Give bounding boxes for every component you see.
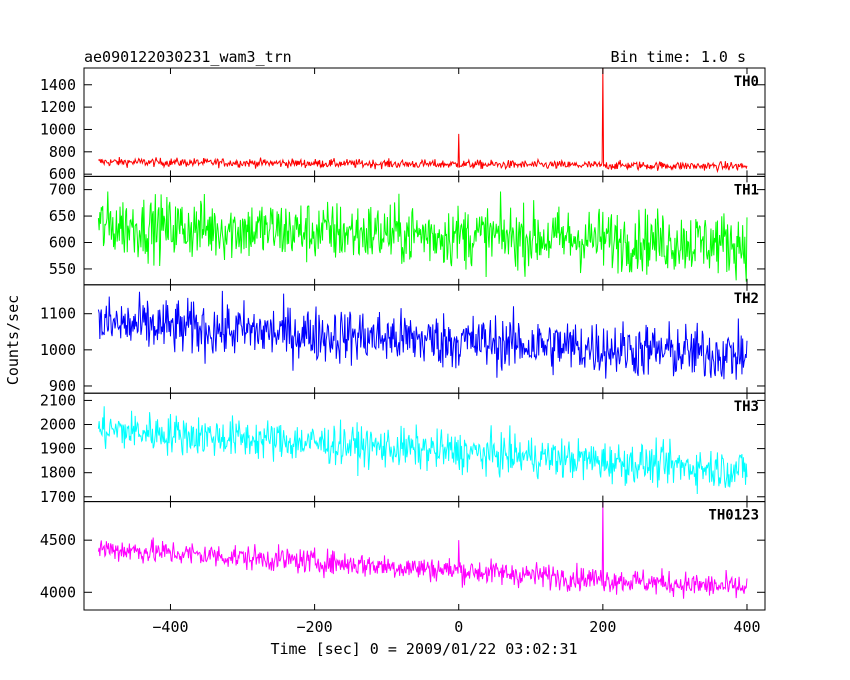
y-tick-label: 650 xyxy=(49,207,76,225)
y-axis-label: Counts/sec xyxy=(4,295,22,385)
y-tick-label: 1000 xyxy=(40,120,76,138)
x-tick-label: 0 xyxy=(454,618,463,636)
x-tick-label: −400 xyxy=(152,618,188,636)
y-tick-label: 2000 xyxy=(40,416,76,434)
y-tick-label: 1900 xyxy=(40,440,76,458)
panel-frame-th0123 xyxy=(83,501,766,611)
panel-label-th0: TH0 xyxy=(734,74,759,90)
panel-label-th2: TH2 xyxy=(734,291,759,307)
x-tick-label: 200 xyxy=(589,618,616,636)
y-tick-label: 1100 xyxy=(40,305,76,323)
y-tick-label: 900 xyxy=(49,377,76,395)
series-line-th0123 xyxy=(97,501,748,599)
panel-label-th3: TH3 xyxy=(734,399,759,415)
panel-label-th1: TH1 xyxy=(734,182,759,198)
x-tick-label: −200 xyxy=(297,618,333,636)
x-axis-label: Time [sec] 0 = 2009/01/22 03:02:31 xyxy=(270,640,577,658)
chart-title: ae090122030231_wam3_trn xyxy=(84,48,292,66)
y-tick-label: 700 xyxy=(49,181,76,199)
y-tick-label: 1400 xyxy=(40,76,76,94)
y-tick-label: 600 xyxy=(49,165,76,183)
y-tick-label: 800 xyxy=(49,143,76,161)
y-tick-label: 4500 xyxy=(40,531,76,549)
y-tick-label: 550 xyxy=(49,260,76,278)
y-tick-label: 1200 xyxy=(40,98,76,116)
y-tick-label: 4000 xyxy=(40,583,76,601)
y-tick-label: 1800 xyxy=(40,464,76,482)
y-tick-label: 1000 xyxy=(40,341,76,359)
y-tick-label: 1700 xyxy=(40,488,76,506)
series-line-th1 xyxy=(97,191,748,282)
series-line-th0 xyxy=(98,67,748,174)
y-tick-label: 2100 xyxy=(40,391,76,409)
x-tick-label: 400 xyxy=(733,618,760,636)
panels-group: 600 800 1000 1200 1400 TH0 550 600 650 700 TH1 900 1… xyxy=(40,67,766,636)
panel-label-th0123: TH0123 xyxy=(708,508,759,524)
bin-time-label: Bin time: 1.0 s xyxy=(611,48,746,66)
series-line-th2 xyxy=(97,290,748,380)
series-line-th3 xyxy=(97,406,748,494)
y-tick-label: 600 xyxy=(49,233,76,251)
